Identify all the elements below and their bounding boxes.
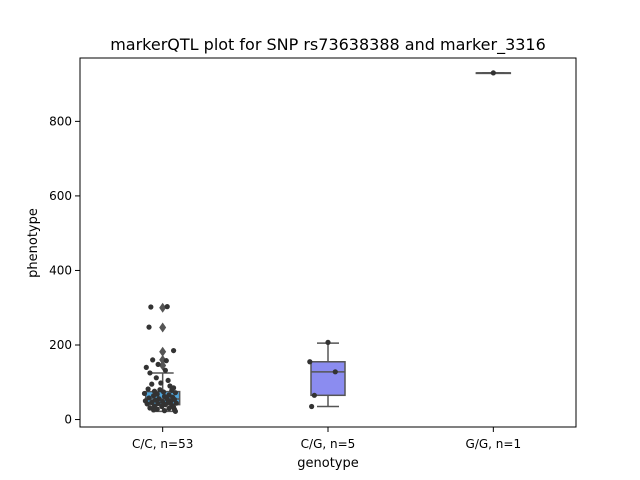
y-tick-label: 0	[64, 413, 72, 427]
data-point	[172, 408, 178, 414]
data-point	[144, 401, 150, 407]
data-point	[164, 304, 170, 310]
x-axis-label: genotype	[297, 456, 358, 471]
data-point	[173, 400, 179, 406]
data-point	[307, 359, 313, 365]
data-point	[150, 407, 157, 413]
data-point	[141, 390, 148, 397]
chart-title: markerQTL plot for SNP rs73638388 and ma…	[110, 35, 546, 55]
data-point	[148, 304, 154, 310]
y-tick-label: 400	[49, 263, 72, 277]
data-point	[155, 400, 161, 407]
data-point	[163, 358, 169, 364]
x-tick-label: G/G, n=1	[466, 437, 522, 451]
data-point	[155, 361, 161, 367]
axes: 0 200 400 600 800 C/C, n=53 C/G, n=5 G/G, n=1	[49, 114, 521, 451]
plot-area	[141, 70, 512, 414]
box-group-1	[310, 342, 346, 408]
data-point	[311, 392, 317, 398]
data-point	[146, 395, 152, 401]
data-point	[159, 403, 165, 410]
y-tick-label: 800	[49, 114, 72, 128]
data-point	[165, 377, 171, 384]
data-point	[146, 324, 152, 330]
x-tick-label: C/C, n=53	[132, 437, 193, 451]
strip-points-1	[307, 339, 338, 410]
y-tick-label: 600	[49, 189, 72, 203]
data-point	[166, 405, 172, 411]
y-axis-label: phenotype	[26, 208, 41, 278]
box-body	[310, 361, 346, 397]
data-point	[325, 339, 331, 345]
data-point	[153, 375, 159, 381]
outlier-marker	[159, 322, 167, 333]
data-point	[158, 380, 164, 386]
data-point	[490, 70, 496, 76]
y-tick-label: 200	[49, 338, 72, 352]
data-point	[162, 367, 168, 373]
data-point	[332, 369, 338, 375]
strip-points-2	[490, 70, 496, 76]
data-point	[147, 370, 153, 376]
outlier-marker	[159, 346, 167, 357]
data-point	[149, 399, 155, 405]
data-point	[160, 389, 167, 395]
data-point	[150, 393, 157, 399]
data-point	[161, 408, 168, 414]
data-point	[170, 347, 177, 354]
data-point	[149, 381, 155, 387]
data-point	[145, 386, 151, 392]
data-point	[143, 364, 149, 370]
data-point	[150, 357, 156, 363]
x-tick-label: C/G, n=5	[301, 437, 356, 451]
strip-points-0	[141, 304, 179, 414]
data-point	[309, 403, 315, 410]
data-point	[172, 390, 178, 396]
outlier-marker	[159, 302, 167, 313]
